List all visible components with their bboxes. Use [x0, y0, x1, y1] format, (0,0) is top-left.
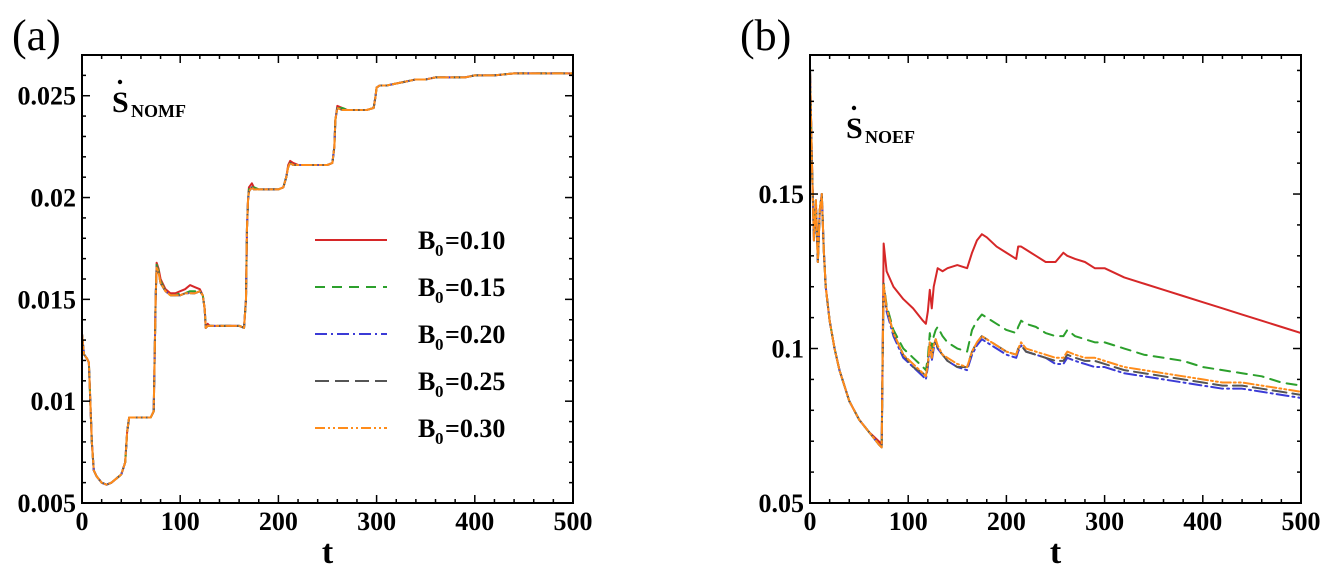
legend-label-main: B [418, 367, 435, 396]
legend-label-value: =0.15 [445, 273, 505, 302]
legend-label-sub: 0 [435, 335, 444, 354]
annotation-main: S [846, 112, 863, 145]
legend-label-sub: 0 [435, 241, 444, 260]
annotation-subscript: NOMF [131, 101, 186, 121]
legend-label-main: B [418, 320, 435, 349]
y-tick-label: 0.015 [18, 285, 77, 314]
y-tick-label: 0.02 [31, 184, 77, 213]
legend-label-value: =0.10 [445, 226, 505, 255]
dot-accent [851, 105, 857, 111]
series-line-b0-0-30 [82, 72, 573, 486]
legend-label-value: =0.30 [445, 414, 505, 443]
annotation-main: S [112, 86, 129, 119]
y-tick-label: 0.025 [18, 82, 77, 111]
x-tick-label: 0 [804, 507, 817, 536]
x-tick-label: 100 [889, 507, 928, 536]
y-tick-label: 0.01 [31, 387, 77, 416]
legend-label-value: =0.20 [445, 320, 505, 349]
x-tick-label: 100 [161, 507, 200, 536]
x-tick-label: 300 [357, 507, 396, 536]
legend-label-main: B [418, 273, 435, 302]
legend: B 0 =0.10B 0 =0.15B 0 =0.20B 0 =0.25B 0 =0.30 [315, 226, 505, 448]
legend-label-main: B [418, 226, 435, 255]
legend-label-sub: 0 [435, 429, 444, 448]
legend-label-sub: 0 [435, 382, 444, 401]
x-tick-label: 200 [259, 507, 298, 536]
x-tick-label: 400 [1183, 507, 1222, 536]
x-tick-label: 300 [1085, 507, 1124, 536]
annotation-label: S NOMF [112, 79, 186, 121]
y-tick-label: 0.15 [759, 180, 805, 209]
annotation-subscript: NOEF [865, 127, 915, 147]
panel-label: (b) [740, 11, 791, 60]
chart-panel-b: 0 100 200 300 400 500 0.05 0.1 0.15 t (b) S NOEF [740, 11, 1321, 565]
x-tick-label: 200 [987, 507, 1026, 536]
x-tick-label: 0 [76, 507, 89, 536]
x-tick-label: 500 [554, 507, 593, 536]
y-tick-label: 0.05 [759, 489, 805, 518]
series-line-b0-0-30 [810, 69, 1301, 449]
panel-label: (a) [12, 11, 61, 60]
x-axis-title: t [322, 534, 334, 565]
plot-frame [809, 54, 1302, 504]
series-line-b0-0-15 [810, 69, 1301, 449]
legend-label-value: =0.25 [445, 367, 505, 396]
dot-accent [117, 79, 123, 85]
chart-panel-a: 0 100 200 300 400 500 0.005 0.01 0.015 0.02 0.025 t… [12, 11, 593, 565]
y-tick-label: 0.005 [18, 489, 77, 518]
x-tick-label: 400 [455, 507, 494, 536]
x-tick-label: 500 [1282, 507, 1321, 536]
series-group [82, 72, 573, 486]
legend-label-main: B [418, 414, 435, 443]
legend-label-sub: 0 [435, 288, 444, 307]
series-group [810, 69, 1301, 449]
y-tick-label: 0.1 [772, 335, 805, 364]
annotation-label: S NOEF [846, 105, 915, 147]
x-axis-title: t [1050, 534, 1062, 565]
